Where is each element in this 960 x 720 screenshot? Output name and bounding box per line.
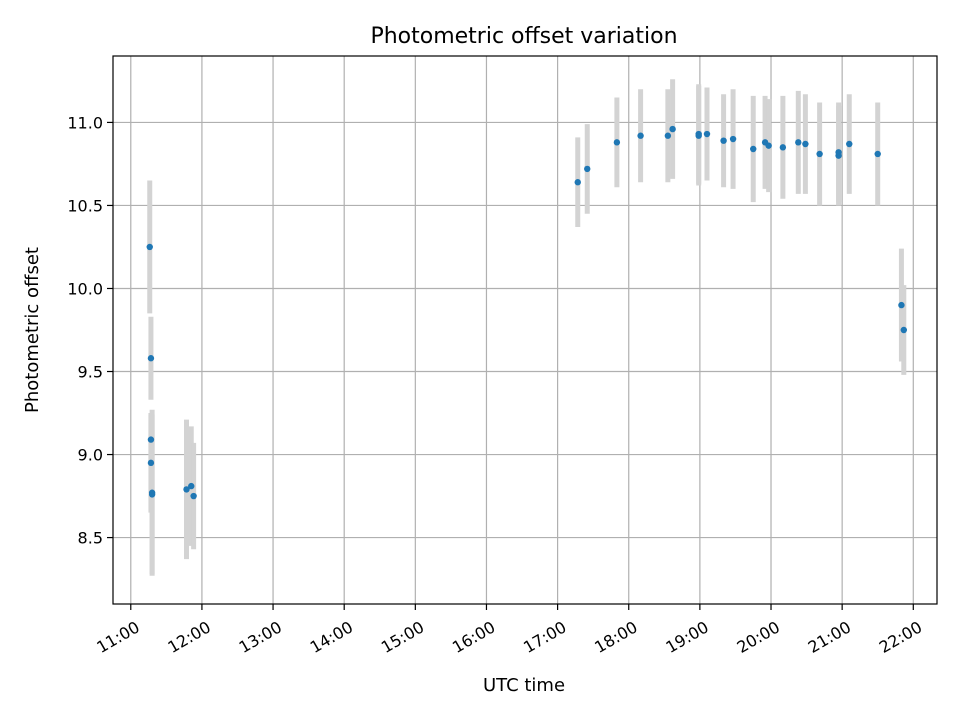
x-tick-label: 15:00 <box>378 617 427 657</box>
data-point <box>190 492 197 500</box>
errorbars-group <box>147 79 907 576</box>
data-point <box>147 436 155 443</box>
data-point <box>703 130 711 138</box>
data-point <box>874 150 881 158</box>
y-tick-label: 9.0 <box>78 446 103 465</box>
data-point <box>183 486 190 493</box>
y-tick-label: 11.0 <box>67 113 103 132</box>
x-tick-label: 22:00 <box>876 617 925 657</box>
y-tick-label: 10.0 <box>67 279 103 298</box>
x-tick-label: 14:00 <box>307 617 356 657</box>
data-point <box>750 145 757 153</box>
y-tick-label: 9.5 <box>78 363 103 382</box>
data-point <box>669 125 676 133</box>
y-tick-label: 8.5 <box>78 529 103 548</box>
x-tick-label: 13:00 <box>236 617 285 657</box>
y-axis: 8.5 9.0 9.5 10.0 10.5 11.0 <box>67 113 113 548</box>
data-point <box>846 140 853 148</box>
points-group <box>146 125 908 500</box>
data-point <box>584 165 591 173</box>
x-tick-label: 16:00 <box>449 617 498 657</box>
data-point <box>816 150 823 158</box>
plot-frame <box>112 55 938 605</box>
grid-lines <box>113 56 937 604</box>
x-tick-label: 19:00 <box>662 617 711 657</box>
data-point <box>695 132 702 139</box>
x-tick-label: 21:00 <box>805 617 854 657</box>
data-point <box>147 355 155 362</box>
data-point <box>664 132 672 139</box>
data-point <box>720 137 727 144</box>
data-point <box>147 459 155 467</box>
data-point <box>146 243 153 251</box>
x-tick-label: 17:00 <box>520 617 569 657</box>
data-point <box>835 149 842 156</box>
y-axis-label: Photometric offset <box>22 247 43 413</box>
data-point <box>729 135 737 143</box>
x-axis: 11:00 12:00 13:00 14:00 15:00 16:00 17:00 18:00… <box>93 604 925 657</box>
data-point <box>795 139 802 146</box>
data-point <box>613 139 621 146</box>
x-tick-label: 20:00 <box>734 617 783 657</box>
data-point <box>802 140 809 148</box>
x-axis-label: UTC time <box>483 675 565 696</box>
data-point <box>148 491 156 498</box>
data-point <box>637 132 644 139</box>
data-point <box>900 326 908 334</box>
data-point <box>765 142 772 149</box>
data-point <box>779 144 787 151</box>
x-tick-label: 18:00 <box>591 617 640 657</box>
data-point <box>188 482 195 490</box>
y-tick-label: 10.5 <box>67 196 103 215</box>
chart-title: Photometric offset variation <box>370 24 677 49</box>
x-tick-label: 11:00 <box>93 617 142 657</box>
data-point <box>898 301 905 309</box>
x-tick-label: 12:00 <box>164 617 213 657</box>
data-point <box>574 179 581 186</box>
